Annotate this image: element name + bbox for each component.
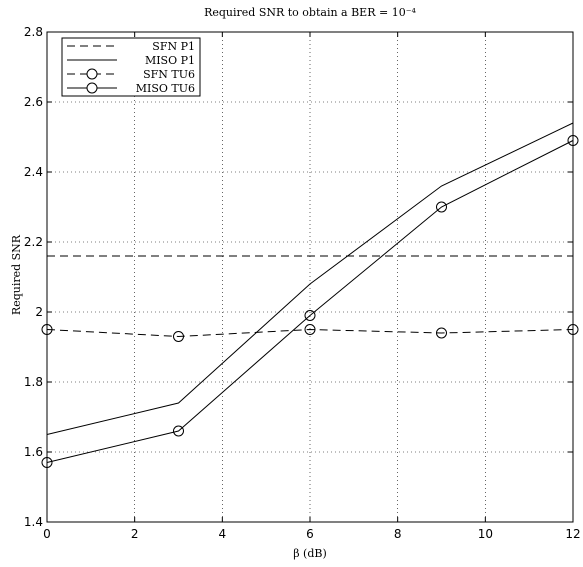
data-point-miso-tu6 [173, 425, 184, 437]
data-point-miso-tu6 [304, 310, 316, 321]
data-point-sfn-tu6 [41, 324, 53, 335]
x-tick-label: 6 [306, 527, 314, 541]
x-tick-label: 2 [131, 527, 139, 541]
y-tick-label: 2.2 [24, 235, 43, 249]
series-layer [41, 122, 579, 468]
legend-label-sfn-p1: SFN P1 [152, 40, 195, 53]
data-point-sfn-tu6 [173, 331, 184, 342]
y-tick-label: 2 [35, 305, 43, 319]
y-tick-label: 2.8 [24, 25, 43, 39]
y-tick-label: 2.4 [24, 165, 43, 179]
series-line-miso-tu6 [46, 140, 574, 463]
ticks: 0 2 4 6 8 10 12 1.4 1.6 1.8 2 2.2 2.4 2.6 2.8 [24, 25, 581, 541]
data-point-miso-tu6 [567, 135, 579, 146]
y-tick-label: 1.6 [24, 445, 43, 459]
x-tick-label: 10 [478, 527, 493, 541]
x-tick-label: 4 [219, 527, 227, 541]
legend-box [61, 37, 201, 97]
legend-label-sfn-tu6: SFN TU6 [143, 68, 195, 81]
x-axis-title: β (dB) [293, 547, 327, 560]
data-point-sfn-tu6 [304, 324, 316, 335]
series-line-miso-p1 [46, 122, 574, 435]
x-tick-label: 12 [565, 527, 580, 541]
y-tick-label: 2.6 [24, 95, 43, 109]
legend-marker-miso-tu6 [86, 82, 98, 94]
grid [47, 32, 573, 522]
y-axis-title: Required SNR [10, 234, 23, 315]
y-tick-label: 1.8 [24, 375, 43, 389]
data-point-miso-tu6 [436, 201, 447, 213]
data-point-sfn-tu6 [436, 327, 447, 339]
x-tick-label: 8 [394, 527, 402, 541]
data-point-miso-tu6 [41, 457, 53, 468]
legend-marker-sfn-tu6 [86, 68, 98, 80]
series-line-sfn-tu6 [46, 328, 574, 338]
data-point-sfn-tu6 [567, 324, 579, 335]
chart-title: Required SNR to obtain a BER = 10⁻⁴ [204, 6, 416, 19]
legend-label-miso-p1: MISO P1 [145, 54, 195, 67]
legend-label-miso-tu6: MISO TU6 [136, 82, 195, 95]
y-tick-label: 1.4 [24, 515, 43, 529]
x-tick-label: 0 [43, 527, 51, 541]
